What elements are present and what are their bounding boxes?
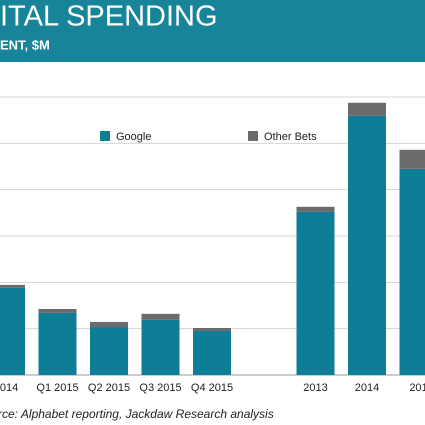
- bar-segment: [0, 284, 25, 288]
- legend-label: Other Bets: [264, 131, 317, 143]
- legend: Google Other Bets: [100, 131, 317, 143]
- bar-segment: [90, 327, 128, 375]
- bar-segment: [193, 327, 231, 331]
- header-band: [0, 0, 425, 62]
- legend-swatch: [248, 131, 258, 141]
- bar-segment: [0, 287, 25, 375]
- bar-segment: [399, 168, 425, 375]
- source-note: rce: Alphabet reporting, Jackdaw Researc…: [0, 407, 274, 421]
- bar-segment: [399, 149, 425, 169]
- x-tick-label: Q2 2015: [88, 382, 130, 394]
- bar-segment: [90, 321, 128, 328]
- x-tick-label: 2014: [0, 382, 18, 394]
- legend-swatch: [100, 131, 110, 141]
- legend-label: Google: [116, 131, 151, 143]
- bar-segment: [348, 115, 386, 375]
- bar-segment: [38, 312, 77, 375]
- chart-title: ITAL SPENDING: [0, 1, 218, 33]
- bar-segment: [193, 330, 231, 375]
- x-tick-label: 2014: [355, 382, 379, 394]
- x-tick-label: 201: [409, 382, 425, 394]
- bar-segment: [141, 319, 180, 375]
- chart-subtitle: ENT, $M: [0, 37, 50, 52]
- x-tick-label: 2013: [303, 382, 327, 394]
- bars: 2014 Q1 2015 Q2 2015 Q3 2015 Q4 2015 2013 2014…: [0, 102, 425, 394]
- bar-segment: [348, 102, 386, 116]
- bar-segment: [296, 206, 335, 212]
- bar-segment: [296, 211, 335, 375]
- x-tick-label: Q3 2015: [139, 382, 181, 394]
- bar-segment: [38, 308, 77, 313]
- x-tick-label: Q4 2015: [191, 382, 233, 394]
- x-tick-label: Q1 2015: [36, 382, 78, 394]
- bar-segment: [141, 313, 180, 320]
